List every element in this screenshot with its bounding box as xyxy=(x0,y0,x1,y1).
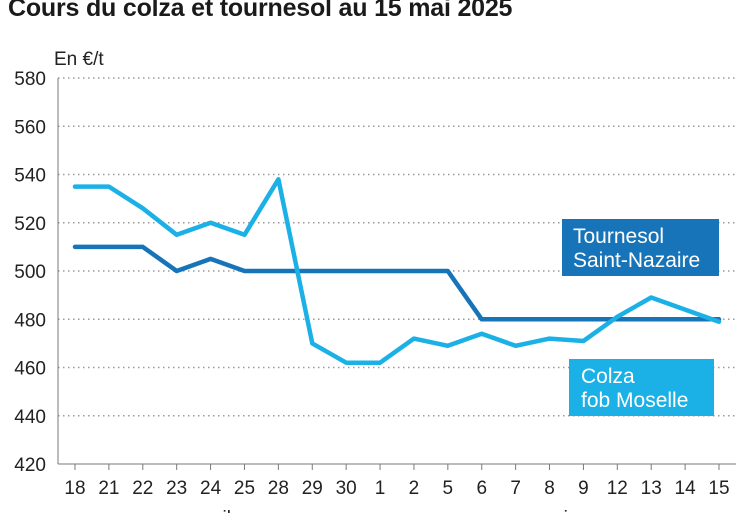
x-tick-label: 7 xyxy=(510,478,521,499)
x-tick-label: 25 xyxy=(234,478,255,499)
x-tick-label: 8 xyxy=(544,478,555,499)
y-tick-label: 580 xyxy=(14,69,46,90)
x-tick-label: 18 xyxy=(64,478,85,499)
chart-title: Cours du colza et tournesol au 15 mai 20… xyxy=(8,0,513,22)
tournesol-label-box xyxy=(562,219,719,276)
x-axis-ticks: 182122232425282930125678912131415avrilma… xyxy=(64,478,729,513)
colza-label-box xyxy=(569,359,714,416)
x-tick-label: 30 xyxy=(336,478,357,499)
x-tick-label: 24 xyxy=(200,478,222,499)
x-tick-label: 22 xyxy=(132,478,153,499)
x-tick-label: 13 xyxy=(641,478,662,499)
month-label: avril xyxy=(196,508,231,513)
x-tick-label: 29 xyxy=(302,478,323,499)
x-tick-label: 14 xyxy=(675,478,697,499)
x-tick-label: 15 xyxy=(708,478,729,499)
x-tick-label: 1 xyxy=(375,478,386,499)
y-tick-label: 460 xyxy=(14,359,46,380)
y-tick-label: 540 xyxy=(14,166,46,187)
tournesol-label-text: Tournesol xyxy=(573,225,664,248)
x-tick-label: 21 xyxy=(98,478,119,499)
colza-label-text: Colza xyxy=(581,365,635,388)
month-label: mai xyxy=(537,508,568,513)
x-tick-label: 23 xyxy=(166,478,187,499)
y-tick-label: 560 xyxy=(14,117,46,138)
y-tick-label: 500 xyxy=(14,262,46,283)
y-tick-label: 480 xyxy=(14,310,46,331)
x-tick-label: 5 xyxy=(443,478,454,499)
series-lines xyxy=(72,177,722,365)
axes xyxy=(57,78,736,470)
y-axis-unit-label: En €/t xyxy=(54,49,104,70)
tournesol-label-text: Saint-Nazaire xyxy=(573,249,700,272)
y-axis-ticks: 420 440 460 480 500 520 540 560 580 xyxy=(14,69,46,476)
colza-label-text: fob Moselle xyxy=(581,389,688,412)
x-tick-label: 28 xyxy=(268,478,289,499)
x-tick-label: 12 xyxy=(607,478,628,499)
y-tick-label: 420 xyxy=(14,455,46,476)
colza-series-line xyxy=(72,177,722,365)
y-tick-label: 520 xyxy=(14,214,46,235)
y-tick-label: 440 xyxy=(14,407,46,428)
x-tick-label: 6 xyxy=(476,478,487,499)
x-tick-label: 9 xyxy=(578,478,589,499)
x-tick-label: 2 xyxy=(409,478,420,499)
